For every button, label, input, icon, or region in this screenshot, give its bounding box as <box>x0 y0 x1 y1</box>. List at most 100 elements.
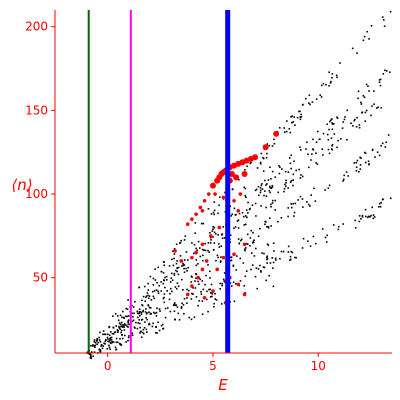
data-point <box>182 289 184 291</box>
data-point <box>139 332 141 334</box>
data-point <box>177 273 180 276</box>
data-point <box>155 331 157 334</box>
data-point <box>119 328 122 330</box>
data-point <box>190 275 193 278</box>
data-point <box>250 161 252 164</box>
data-point <box>116 341 119 343</box>
data-point <box>244 187 247 190</box>
data-point <box>312 235 315 238</box>
data-point <box>271 257 274 259</box>
data-point <box>371 148 374 151</box>
data-point <box>215 299 218 301</box>
data-point <box>300 113 302 116</box>
data-point <box>163 301 166 304</box>
highlight-point <box>200 242 205 247</box>
data-point <box>97 341 100 344</box>
data-point <box>243 186 245 189</box>
data-point <box>283 190 285 193</box>
data-point <box>379 205 382 208</box>
data-point <box>378 202 381 205</box>
data-point <box>289 255 292 258</box>
data-point <box>152 322 154 325</box>
data-point <box>275 259 277 261</box>
data-point <box>188 289 190 292</box>
data-point <box>163 296 165 299</box>
data-point <box>267 225 270 228</box>
data-point <box>217 212 219 215</box>
data-point <box>157 266 160 269</box>
data-point <box>245 242 248 245</box>
data-point <box>221 284 223 287</box>
data-point <box>138 318 140 321</box>
data-point <box>204 283 206 286</box>
data-point <box>368 163 370 165</box>
data-point <box>193 252 195 255</box>
data-point <box>104 340 107 343</box>
y-axis-label: ⟨n⟩ <box>11 176 32 194</box>
data-point <box>329 82 332 84</box>
highlight-point <box>236 282 241 287</box>
data-point <box>332 224 335 226</box>
data-point <box>221 234 223 236</box>
data-point <box>195 296 198 298</box>
data-point <box>99 348 102 351</box>
data-point <box>269 166 271 168</box>
data-point <box>179 242 182 244</box>
highlight-point <box>273 130 280 137</box>
data-point <box>155 315 158 317</box>
data-point <box>125 324 127 326</box>
data-point <box>268 144 271 147</box>
data-point <box>181 302 183 305</box>
data-point <box>90 355 92 358</box>
data-point <box>259 163 262 165</box>
data-point <box>302 237 305 240</box>
data-point <box>219 260 222 262</box>
data-point <box>183 271 186 274</box>
data-point <box>221 282 223 285</box>
data-point <box>146 292 149 294</box>
data-point <box>283 127 285 129</box>
data-point <box>358 126 361 129</box>
y-tick-label: 150 <box>25 103 48 117</box>
data-point <box>119 323 122 326</box>
data-point <box>209 242 212 244</box>
data-point <box>110 336 113 339</box>
data-point <box>262 266 265 268</box>
data-point <box>239 280 242 282</box>
data-point <box>265 279 267 282</box>
data-point <box>269 186 271 189</box>
data-point <box>219 282 222 285</box>
data-point <box>99 331 101 334</box>
data-point <box>344 116 346 118</box>
data-point <box>164 307 167 310</box>
data-point <box>108 346 111 349</box>
data-point <box>378 81 381 84</box>
data-point <box>312 149 315 151</box>
data-point <box>143 285 146 288</box>
data-point <box>232 281 235 283</box>
data-point <box>205 298 208 301</box>
data-point <box>199 278 202 281</box>
data-point <box>127 320 129 322</box>
data-point <box>367 215 370 218</box>
data-point <box>354 219 356 222</box>
data-point <box>207 249 209 252</box>
data-point <box>127 319 130 321</box>
data-point <box>90 357 93 360</box>
data-point <box>247 212 249 214</box>
data-point <box>96 339 99 341</box>
data-point <box>218 196 221 198</box>
x-axis-label: E <box>218 376 228 394</box>
data-point <box>119 343 122 346</box>
data-point <box>208 288 210 291</box>
data-point <box>162 260 165 263</box>
data-point <box>266 262 268 264</box>
data-point <box>361 214 364 217</box>
highlight-point <box>228 170 235 177</box>
data-point <box>371 149 374 152</box>
data-point <box>201 248 204 251</box>
data-point <box>293 211 296 214</box>
data-point <box>322 82 325 85</box>
data-point <box>309 205 311 207</box>
data-point <box>121 326 124 328</box>
